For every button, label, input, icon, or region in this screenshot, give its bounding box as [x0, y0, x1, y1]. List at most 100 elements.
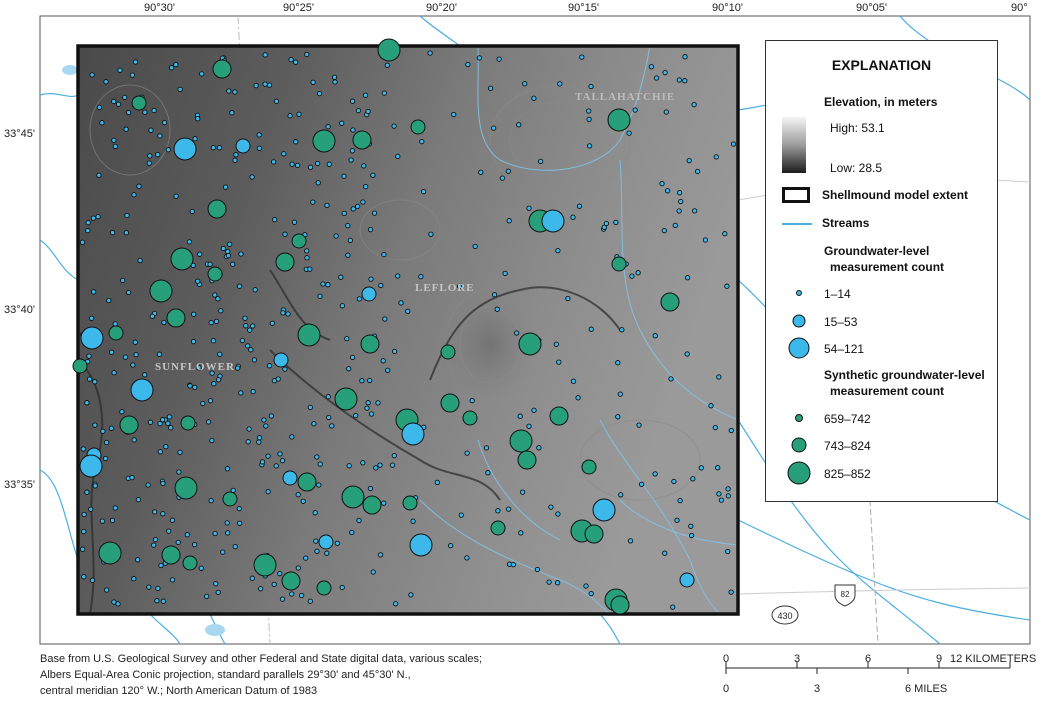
legend-gw-heading-2: measurement count — [830, 260, 945, 274]
well-symbol — [253, 82, 259, 89]
observed-well-symbol — [79, 454, 103, 478]
well-symbol — [195, 116, 201, 122]
well-symbol — [317, 461, 323, 467]
well-symbol — [676, 190, 683, 196]
well-symbol — [95, 213, 101, 220]
well-symbol — [367, 377, 373, 384]
well-symbol — [230, 261, 236, 267]
well-symbol — [671, 478, 677, 485]
well-symbol — [111, 137, 117, 143]
well-symbol — [236, 505, 242, 512]
well-symbol — [428, 231, 434, 237]
well-symbol — [613, 219, 619, 226]
well-symbol — [117, 67, 123, 73]
well-symbol — [232, 89, 238, 95]
well-symbol — [129, 72, 136, 78]
well-symbol — [111, 98, 117, 105]
longitude-label: 90°20' — [426, 2, 457, 14]
synthetic-well-symbol — [297, 323, 321, 347]
well-symbol — [419, 138, 425, 145]
well-symbol — [526, 205, 532, 211]
well-symbol — [355, 107, 362, 114]
svg-text:430: 430 — [777, 611, 792, 621]
well-symbol — [619, 327, 625, 333]
well-symbol — [152, 536, 159, 543]
well-symbol — [103, 79, 109, 85]
well-symbol — [304, 248, 310, 254]
well-symbol — [356, 517, 362, 524]
well-symbol — [350, 206, 356, 212]
well-symbol — [377, 462, 383, 468]
well-symbol — [332, 79, 338, 85]
well-symbol — [282, 366, 288, 372]
well-symbol — [156, 351, 163, 357]
legend-syn-large-symbol — [787, 461, 811, 485]
well-symbol — [677, 497, 683, 504]
well-symbol — [122, 94, 128, 101]
well-symbol — [271, 216, 278, 223]
well-symbol — [217, 351, 223, 357]
well-symbol — [555, 511, 561, 517]
well-symbol — [123, 126, 129, 132]
synthetic-well-symbol — [297, 472, 317, 492]
well-symbol — [304, 255, 310, 261]
well-symbol — [256, 145, 263, 151]
well-symbol — [215, 589, 221, 596]
well-symbol — [326, 414, 332, 421]
well-symbol — [395, 273, 401, 279]
well-symbol — [618, 492, 624, 498]
well-symbol — [242, 315, 248, 321]
well-symbol — [277, 570, 283, 577]
well-symbol — [728, 589, 734, 595]
well-symbol — [92, 422, 98, 428]
well-symbol — [356, 296, 363, 302]
well-symbol — [215, 377, 222, 383]
well-symbol — [213, 581, 219, 587]
observed-well-symbol — [541, 209, 565, 233]
well-symbol — [199, 71, 205, 77]
well-symbol — [298, 592, 305, 599]
well-symbol — [320, 281, 326, 287]
well-symbol — [135, 557, 141, 563]
well-symbol — [694, 168, 701, 175]
well-symbol — [661, 227, 667, 234]
well-symbol — [601, 224, 607, 230]
synthetic-well-symbol — [377, 38, 401, 62]
well-symbol — [112, 321, 118, 327]
well-symbol — [210, 145, 216, 151]
scale-km-tick: 12 KILOMETERS — [950, 653, 1037, 665]
well-symbol — [368, 276, 374, 282]
well-symbol — [391, 348, 398, 355]
synthetic-well-symbol — [166, 308, 186, 328]
well-symbol — [499, 175, 506, 181]
well-symbol — [315, 180, 321, 186]
well-symbol — [269, 320, 275, 326]
well-symbol — [88, 506, 94, 512]
well-symbol — [158, 562, 164, 569]
well-symbol — [125, 289, 132, 296]
well-symbol — [688, 523, 694, 529]
synthetic-well-symbol — [607, 108, 631, 132]
legend-extent-label: Shellmound model extent — [822, 188, 969, 202]
well-symbol — [662, 69, 668, 76]
well-symbol — [663, 109, 669, 115]
well-symbol — [553, 341, 559, 347]
well-symbol — [89, 577, 96, 583]
well-symbol — [325, 124, 331, 130]
well-symbol — [173, 193, 179, 199]
legend-gw-medium-symbol — [792, 314, 806, 328]
well-symbol — [531, 407, 537, 413]
elevation-color-ramp — [782, 117, 806, 173]
well-symbol — [176, 469, 182, 475]
well-symbol — [465, 61, 471, 68]
well-symbol — [725, 486, 731, 492]
latitude-label: 33°45' — [4, 128, 35, 140]
well-symbol — [536, 445, 542, 451]
well-symbol — [458, 512, 464, 518]
well-symbol — [300, 498, 306, 504]
synthetic-well-symbol — [440, 344, 456, 360]
well-symbol — [331, 74, 338, 80]
observed-well-symbol — [130, 378, 154, 402]
well-symbol — [262, 81, 268, 87]
well-symbol — [586, 108, 592, 114]
